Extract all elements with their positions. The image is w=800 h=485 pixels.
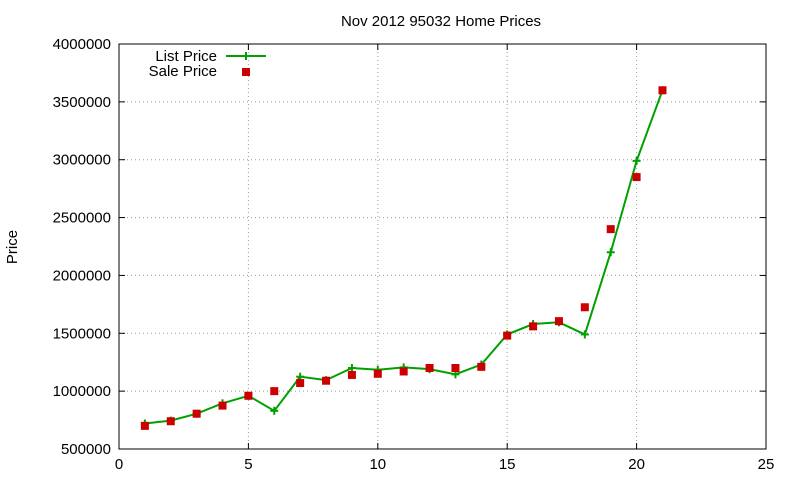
sale-price-point	[140, 421, 149, 430]
series	[140, 86, 667, 430]
x-tick-label: 25	[758, 456, 775, 473]
axes: 0 5 10 15 20 25 500000 1000000 1500000 2000000 250…	[53, 36, 775, 473]
list-price-point	[632, 156, 641, 165]
legend-label-sale-price: Sale Price	[149, 63, 217, 80]
list-price-point	[347, 364, 356, 372]
y-tick-label: 3000000	[53, 152, 111, 169]
sale-price-point	[270, 387, 279, 396]
y-tick-label: 4000000	[53, 36, 111, 53]
grid-lines	[119, 44, 766, 449]
legend-label-list-price: List Price	[155, 48, 217, 65]
chart-title: Nov 2012 95032 Home Prices	[341, 13, 541, 30]
sale-price-point	[554, 317, 563, 326]
sale-price-point	[166, 417, 175, 426]
sale-price-point	[192, 409, 201, 418]
list-price-point	[580, 330, 589, 339]
y-tick-label: 2000000	[53, 267, 111, 284]
sale-price-point	[296, 379, 305, 388]
sale-price-point	[606, 225, 615, 234]
y-tick-label: 2500000	[53, 210, 111, 227]
sale-price-point	[580, 303, 589, 312]
x-tick-label: 10	[369, 456, 386, 473]
y-tick-label: 500000	[61, 441, 111, 458]
sale-price-point	[373, 369, 382, 378]
list-price-point	[606, 248, 615, 257]
sale-price-point	[658, 86, 667, 95]
sale-price-point	[322, 376, 331, 385]
list-price-point	[270, 406, 279, 415]
y-tick-label: 3500000	[53, 94, 111, 111]
x-tick-label: 20	[628, 456, 645, 473]
sale-price-point	[347, 370, 356, 379]
sale-price-point	[477, 362, 486, 371]
sale-price-point	[244, 391, 253, 400]
y-axis-label: Price	[4, 230, 21, 264]
sale-price-point	[218, 401, 227, 410]
legend-swatch-sale-price	[242, 68, 250, 76]
x-tick-label: 15	[499, 456, 516, 473]
y-tick-label: 1500000	[53, 325, 111, 342]
sale-price-point	[529, 322, 538, 331]
sale-price-point	[451, 364, 460, 372]
sale-price-point	[425, 364, 434, 372]
sale-price-point	[503, 331, 512, 340]
plot-frame	[118, 43, 767, 450]
sale-price-point	[399, 367, 408, 376]
y-tick-label: 1000000	[53, 383, 111, 400]
x-tick-label: 0	[115, 456, 123, 473]
x-tick-label: 5	[244, 456, 252, 473]
sale-price-point	[632, 173, 641, 182]
